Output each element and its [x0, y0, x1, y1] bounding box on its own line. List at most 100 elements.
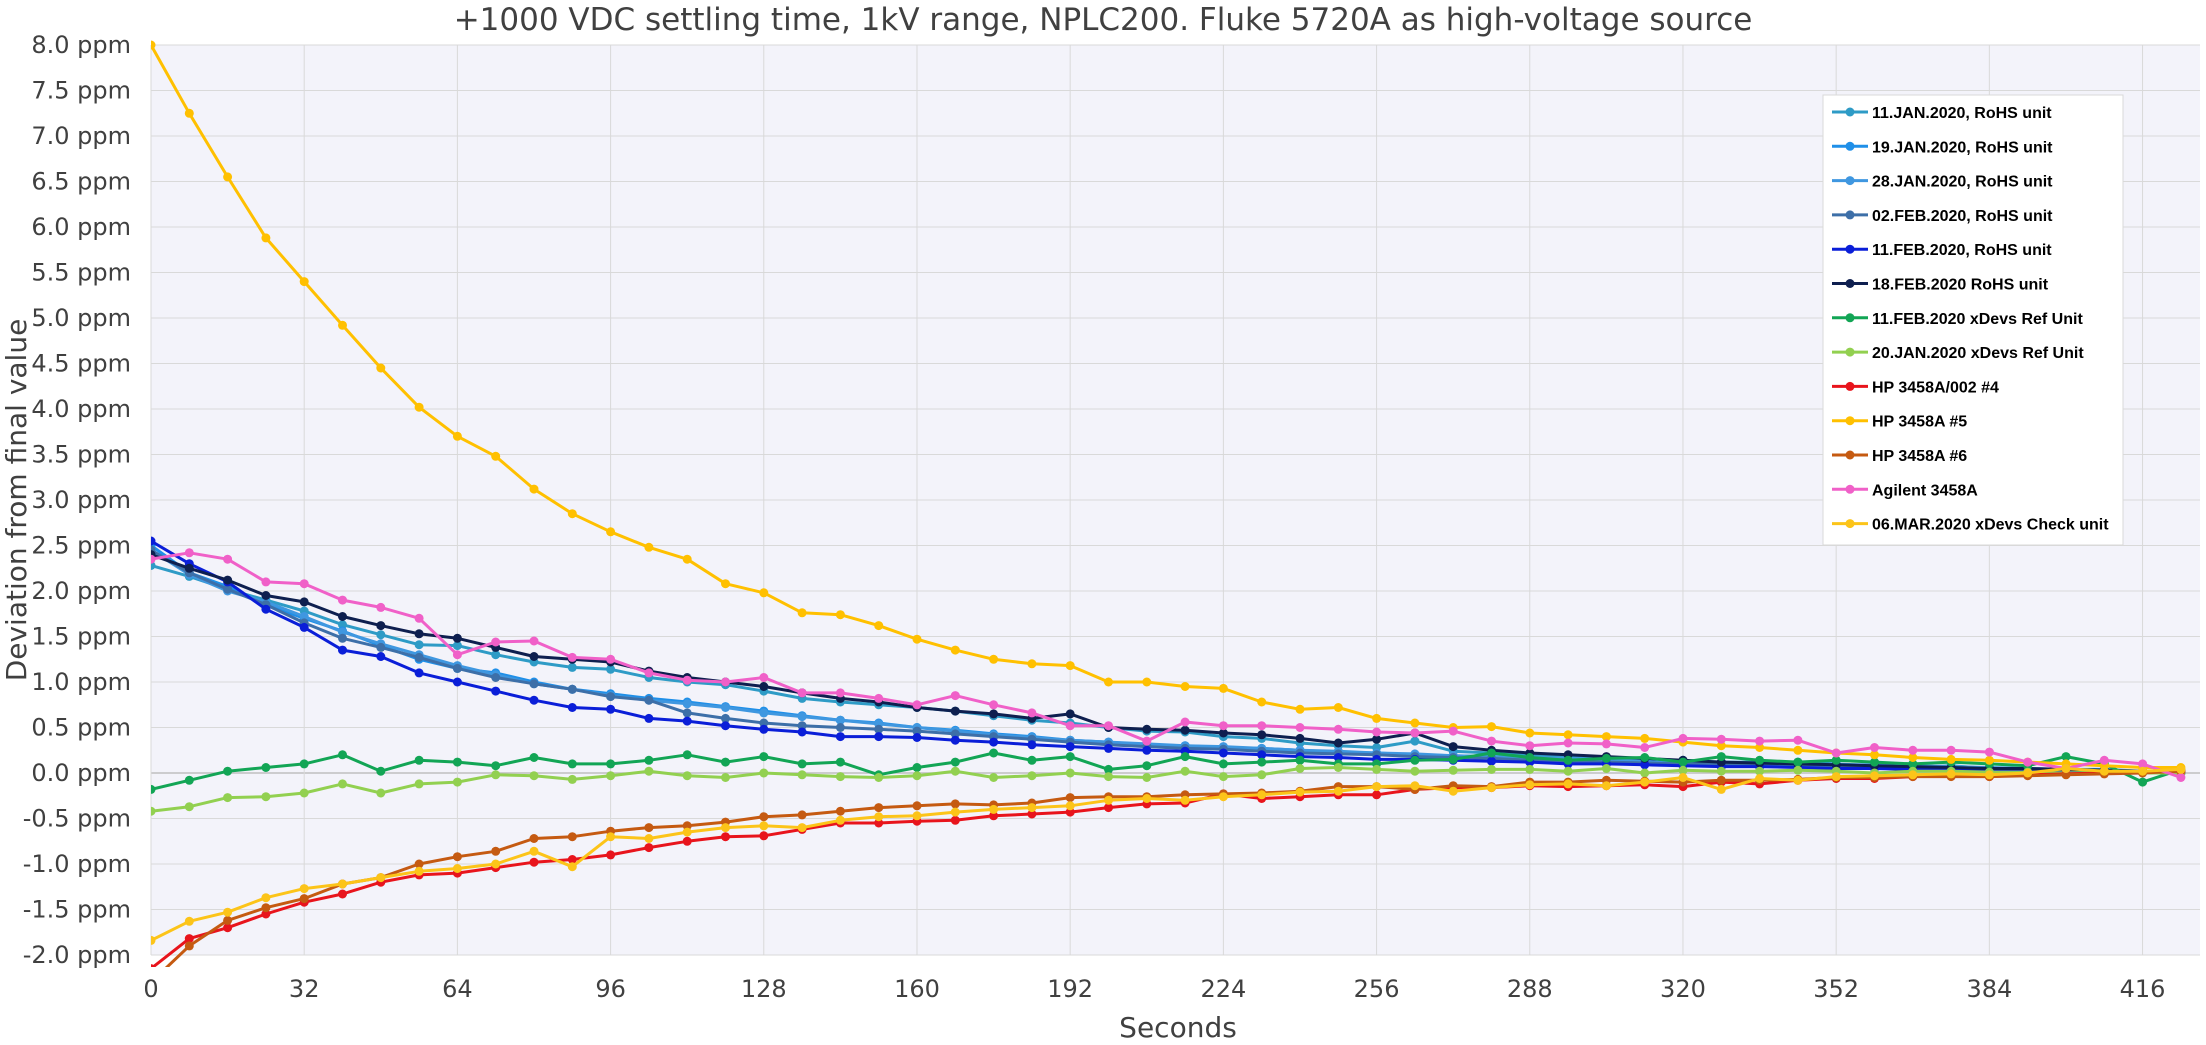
data-point — [1563, 766, 1573, 776]
data-point — [1410, 781, 1420, 791]
data-point — [644, 713, 654, 723]
data-point — [644, 766, 654, 776]
data-point — [989, 748, 999, 758]
y-tick-label: 2.0 ppm — [31, 577, 131, 605]
data-point — [529, 846, 539, 856]
data-point — [338, 595, 347, 605]
data-point — [1104, 795, 1113, 805]
data-point — [452, 864, 462, 873]
data-point — [835, 723, 845, 732]
data-point — [989, 700, 999, 710]
data-point — [606, 771, 616, 781]
data-point — [452, 431, 462, 441]
data-point — [223, 575, 233, 585]
data-point — [950, 645, 960, 655]
data-point — [606, 527, 616, 537]
data-point — [299, 277, 309, 287]
data-point — [1065, 661, 1075, 671]
data-point — [529, 753, 539, 762]
x-tick-label: 192 — [1047, 975, 1093, 1003]
y-tick-label: -1.0 ppm — [23, 850, 131, 878]
legend-marker — [1845, 210, 1855, 220]
y-tick-label: 0.5 ppm — [31, 714, 131, 742]
data-point — [1142, 745, 1152, 755]
legend-item: 11.FEB.2020 xDevs Ref Unit — [1832, 311, 2083, 328]
data-point — [299, 759, 309, 769]
data-point — [2138, 759, 2148, 769]
data-point — [223, 554, 233, 564]
data-point — [759, 768, 769, 778]
data-point — [1716, 775, 1726, 785]
x-tick-label: 256 — [1354, 975, 1400, 1003]
data-point — [721, 823, 730, 833]
data-point — [912, 801, 922, 811]
data-point — [1448, 726, 1458, 736]
data-point — [1908, 759, 1918, 769]
data-point — [1180, 795, 1190, 805]
data-point — [1755, 755, 1765, 765]
legend-marker — [1845, 313, 1855, 323]
data-point — [1218, 721, 1228, 731]
data-point — [797, 688, 807, 698]
data-point — [644, 843, 654, 853]
data-point — [721, 703, 730, 712]
data-point — [759, 673, 769, 682]
data-point — [1448, 786, 1458, 796]
data-point — [1065, 807, 1075, 817]
legend-item: HP 3458A #6 — [1832, 448, 1967, 465]
data-point — [912, 771, 922, 781]
legend: 11.JAN.2020, RoHS unit 19.JAN.2020, RoHS … — [1822, 94, 2124, 546]
y-tick-label: 3.0 ppm — [31, 486, 131, 514]
series-line — [151, 551, 2182, 779]
data-point — [1678, 757, 1688, 767]
data-point — [452, 663, 462, 673]
data-point — [950, 757, 960, 767]
data-point — [1793, 735, 1803, 745]
data-point — [1487, 783, 1496, 793]
data-point — [261, 577, 271, 587]
data-point — [1831, 772, 1841, 782]
data-point — [835, 772, 845, 782]
data-point — [376, 788, 386, 798]
data-point — [1678, 765, 1688, 775]
data-point — [644, 668, 654, 678]
data-point — [1295, 704, 1305, 714]
x-tick-label: 384 — [1966, 975, 2012, 1003]
data-point — [452, 641, 462, 651]
data-point — [1755, 736, 1765, 746]
data-point — [682, 708, 692, 718]
data-point — [912, 763, 922, 772]
data-point — [567, 684, 577, 694]
data-point — [797, 721, 807, 731]
data-point — [1218, 792, 1228, 802]
data-point — [1870, 771, 1879, 781]
x-tick-label: 352 — [1813, 975, 1859, 1003]
x-tick-label: 128 — [741, 975, 787, 1003]
legend-item: HP 3458A/002 #4 — [1832, 379, 1999, 396]
data-point — [1755, 766, 1765, 776]
data-point — [299, 612, 309, 621]
legend-item: 06.MAR.2020 xDevs Check unit — [1832, 517, 2109, 534]
data-point — [1065, 768, 1075, 778]
y-tick-label: -2.0 ppm — [23, 941, 131, 969]
data-point — [1487, 764, 1496, 774]
legend-label: 19.JAN.2020, RoHS unit — [1872, 139, 2053, 156]
data-point — [2138, 766, 2148, 776]
data-point — [606, 664, 616, 674]
data-point — [567, 703, 577, 712]
y-tick-label: 4.5 ppm — [31, 350, 131, 378]
data-point — [2061, 764, 2071, 773]
data-point — [1448, 742, 1458, 752]
data-point — [606, 850, 616, 860]
data-point — [338, 779, 347, 789]
data-point — [529, 636, 539, 646]
data-point — [184, 934, 194, 944]
data-point — [1793, 745, 1803, 755]
data-point — [1333, 753, 1343, 762]
x-tick-label: 160 — [894, 975, 940, 1003]
data-point — [338, 612, 347, 621]
legend-item: Agilent 3458A — [1832, 482, 1978, 499]
data-point — [721, 757, 730, 767]
data-point — [1257, 770, 1267, 780]
data-point — [1525, 741, 1535, 751]
